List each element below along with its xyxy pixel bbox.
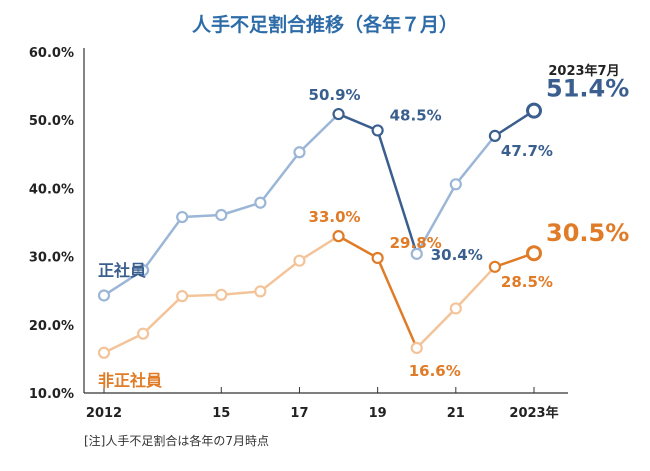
series-line-segment (415, 183, 457, 255)
series-line-segment (259, 151, 301, 204)
final-value-label: 51.4% (546, 75, 629, 103)
series-name-label: 正社員 (98, 261, 146, 280)
data-point (410, 247, 423, 260)
data-point (97, 346, 111, 359)
x-tick-label: 17 (290, 406, 308, 421)
data-point (136, 264, 150, 277)
data-point (371, 251, 384, 265)
series-line-segment (103, 332, 144, 354)
x-tick-label: 2012 (86, 406, 122, 421)
data-point (136, 327, 150, 340)
x-tick-label: 19 (369, 406, 387, 421)
data-point (293, 254, 306, 267)
data-point (215, 208, 228, 222)
series-line-segment (259, 259, 301, 293)
data-label: 48.5% (390, 106, 442, 124)
series-line-segment (142, 295, 184, 335)
data-point (371, 124, 384, 137)
data-point (97, 289, 111, 302)
data-label: 50.9% (309, 86, 361, 104)
data-point (410, 341, 423, 355)
data-label: 29.8% (390, 234, 442, 252)
data-point (449, 178, 462, 191)
data-label: 28.5% (501, 273, 553, 291)
data-point (254, 285, 267, 298)
x-tick-label: 21 (447, 406, 465, 421)
series-line-segment (103, 269, 144, 297)
annotation-label: 2023年7月 (548, 63, 619, 79)
data-label: 47.7% (501, 142, 553, 160)
chart-title: 人手不足割合推移（各年７月） (192, 13, 458, 36)
y-tick-label: 50.0% (29, 114, 74, 129)
data-point (332, 230, 345, 243)
series-line-segment (220, 201, 261, 217)
series-line-segment (454, 265, 496, 310)
data-label: 30.4% (431, 246, 483, 264)
data-point (488, 129, 502, 142)
series-line-segment (298, 113, 340, 154)
x-tick-label: 15 (212, 406, 230, 421)
data-point (488, 260, 502, 273)
series-line-segment (376, 257, 418, 349)
data-label: 16.6% (409, 362, 461, 380)
y-tick-label: 40.0% (29, 182, 74, 197)
series-line-segment (337, 235, 379, 260)
series-line-segment (142, 216, 184, 271)
x-tick-label: 2023年 (509, 405, 558, 421)
series-line-segment (221, 290, 261, 297)
series-line-segment (376, 130, 418, 255)
data-point (332, 107, 345, 121)
footnote: [注]人手不足割合は各年の7月時点 (84, 433, 269, 448)
y-tick-label: 10.0% (29, 387, 74, 402)
data-point (293, 146, 306, 159)
data-point (176, 290, 189, 303)
final-value-label: 30.5% (546, 219, 629, 247)
data-point (449, 302, 462, 315)
data-point (526, 102, 542, 119)
series-line-segment (338, 112, 379, 132)
y-tick-label: 20.0% (29, 319, 74, 334)
data-point (176, 210, 189, 224)
series-line-segment (415, 307, 457, 349)
series-line-segment (182, 293, 222, 298)
y-tick-label: 60.0% (29, 46, 74, 61)
y-tick-label: 30.0% (29, 251, 74, 266)
series-line-segment (298, 235, 340, 262)
series-name-label: 非正社員 (98, 371, 162, 390)
data-point (254, 196, 267, 209)
series-line-segment (182, 213, 222, 219)
data-label: 33.0% (309, 208, 361, 226)
data-point (215, 288, 228, 301)
data-point (526, 245, 542, 262)
series-line-segment (454, 135, 496, 186)
